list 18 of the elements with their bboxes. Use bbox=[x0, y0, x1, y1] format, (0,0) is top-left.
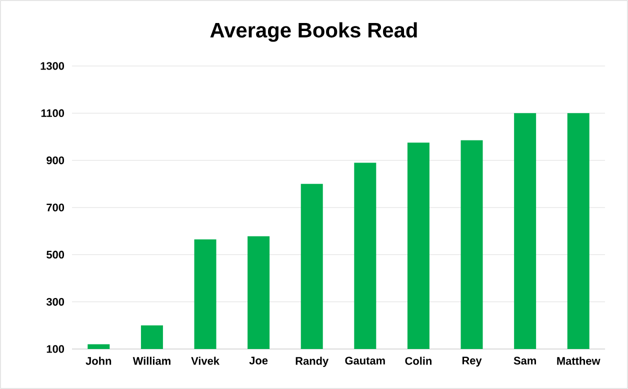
x-tick-label: Colin bbox=[405, 356, 432, 365]
x-tick-label: Matthew bbox=[557, 356, 600, 365]
y-tick-label: 1300 bbox=[40, 62, 64, 70]
x-tick-label: Rey bbox=[462, 356, 482, 367]
x-tick-label: Joe bbox=[249, 356, 268, 364]
y-tick-label: 300 bbox=[46, 298, 64, 306]
x-tick-label: Randy bbox=[296, 356, 329, 367]
chart-title: Average Books Read bbox=[210, 22, 417, 42]
x-tick-label: Vivek bbox=[191, 356, 220, 365]
x-tick-label: William bbox=[132, 356, 170, 365]
y-tick-label: 100 bbox=[46, 345, 64, 353]
x-tick-label: Gautam bbox=[345, 356, 385, 365]
y-tick-label: 500 bbox=[46, 250, 64, 259]
x-tick-label: John bbox=[86, 356, 112, 365]
x-tick-label: Sam bbox=[514, 356, 536, 365]
y-tick-label: 700 bbox=[46, 204, 64, 212]
y-tick-label: 1100 bbox=[41, 109, 64, 118]
y-tick-label: 900 bbox=[46, 156, 64, 164]
